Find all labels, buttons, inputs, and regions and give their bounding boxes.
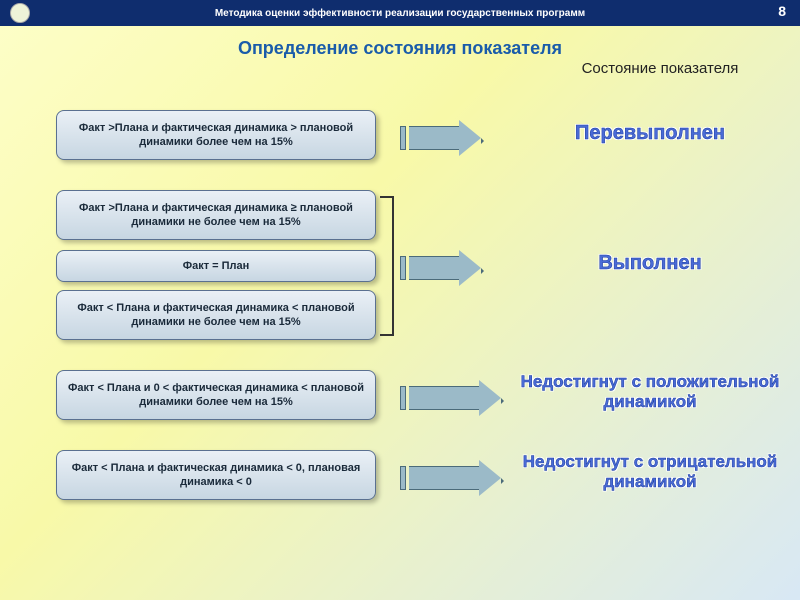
grouping-bracket [380,196,394,336]
status-label: Выполнен [530,252,770,275]
arrow-icon [400,380,501,416]
condition-text: Факт = План [183,259,250,273]
status-label: Недостигнут с отрицательной динамикой [510,452,790,492]
condition-box: Факт >Плана и фактическая динамика ≥ пла… [56,190,376,240]
arrow-icon [400,120,481,156]
header-bar: Методика оценки эффективности реализации… [0,0,800,26]
condition-text: Факт < Плана и 0 < фактическая динамика … [67,381,365,410]
condition-box: Факт = План [56,250,376,282]
condition-text: Факт < Плана и фактическая динамика < 0,… [67,461,365,490]
arrow-icon [400,250,481,286]
status-column-header: Состояние показателя [560,60,760,77]
status-label: Перевыполнен [530,122,770,145]
page-title: Определение состояния показателя [0,38,800,59]
condition-box: Факт < Плана и фактическая динамика < пл… [56,290,376,340]
condition-text: Факт < Плана и фактическая динамика < пл… [67,301,365,330]
logo-badge-icon [10,3,30,23]
condition-text: Факт >Плана и фактическая динамика ≥ пла… [67,201,365,230]
condition-text: Факт >Плана и фактическая динамика > пла… [67,121,365,150]
condition-box: Факт >Плана и фактическая динамика > пла… [56,110,376,160]
header-title: Методика оценки эффективности реализации… [215,8,585,19]
page-number: 8 [778,3,786,19]
condition-box: Факт < Плана и 0 < фактическая динамика … [56,370,376,420]
condition-box: Факт < Плана и фактическая динамика < 0,… [56,450,376,500]
arrow-icon [400,460,501,496]
status-label: Недостигнут с положительной динамикой [510,372,790,412]
